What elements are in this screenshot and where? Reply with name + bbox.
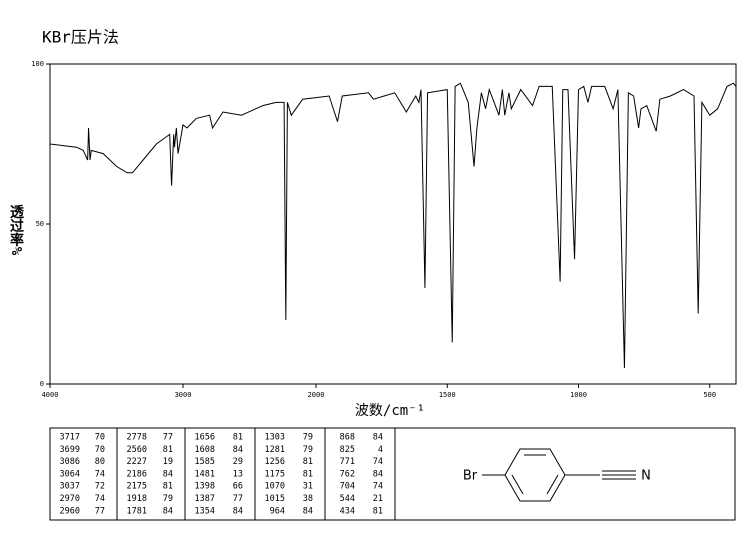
atom-label: Br — [463, 469, 478, 484]
peak-transmittance: 74 — [95, 494, 105, 504]
peak-transmittance: 79 — [163, 494, 173, 504]
peak-transmittance: 29 — [233, 457, 243, 467]
peak-transmittance: 84 — [233, 445, 243, 455]
peak-transmittance: 31 — [303, 482, 313, 492]
peak-transmittance: 74 — [95, 469, 105, 479]
peak-transmittance: 84 — [163, 506, 173, 516]
peak-wavenumber: 1781 — [127, 506, 147, 516]
peak-wavenumber: 544 — [340, 494, 355, 504]
peak-wavenumber: 1398 — [195, 482, 215, 492]
peak-transmittance: 81 — [163, 445, 173, 455]
peak-wavenumber: 3086 — [60, 457, 80, 467]
peak-wavenumber: 704 — [340, 482, 355, 492]
peak-transmittance: 70 — [95, 433, 105, 443]
y-tick-label: 0 — [40, 380, 44, 388]
peak-transmittance: 81 — [303, 457, 313, 467]
x-tick-label: 2000 — [308, 391, 325, 399]
peak-wavenumber: 1175 — [265, 469, 285, 479]
peak-transmittance: 84 — [163, 469, 173, 479]
peak-wavenumber: 2970 — [60, 494, 80, 504]
peak-transmittance: 81 — [373, 506, 383, 516]
structure — [482, 448, 636, 502]
peak-wavenumber: 434 — [340, 506, 355, 516]
peak-wavenumber: 3717 — [60, 433, 80, 443]
peak-transmittance: 84 — [373, 469, 383, 479]
x-axis-label: 波数/cm⁻¹ — [355, 403, 425, 419]
peak-transmittance: 81 — [303, 469, 313, 479]
peak-wavenumber: 2186 — [127, 469, 147, 479]
peak-wavenumber: 964 — [270, 506, 285, 516]
peak-wavenumber: 868 — [340, 433, 355, 443]
peak-wavenumber: 2175 — [127, 482, 147, 492]
peak-transmittance: 81 — [163, 482, 173, 492]
peak-transmittance: 13 — [233, 469, 243, 479]
plot-frame — [49, 63, 737, 385]
peak-transmittance: 84 — [303, 506, 313, 516]
benzene-ring — [504, 448, 566, 502]
double-bond — [511, 474, 524, 495]
peak-transmittance: 79 — [303, 433, 313, 443]
peak-wavenumber: 1481 — [195, 469, 215, 479]
x-tick-label: 500 — [703, 391, 716, 399]
chart-title: KBr压片法 — [42, 28, 119, 47]
x-tick-label: 1500 — [439, 391, 456, 399]
atom-label: N — [641, 469, 651, 484]
peak-wavenumber: 1608 — [195, 445, 215, 455]
double-bond — [546, 474, 559, 495]
y-axis-label: 透过率% — [8, 205, 24, 256]
y-tick-label: 50 — [36, 220, 44, 228]
peak-transmittance: 72 — [95, 482, 105, 492]
peak-transmittance: 81 — [233, 433, 243, 443]
peak-wavenumber: 1256 — [265, 457, 285, 467]
x-tick-label: 3000 — [175, 391, 192, 399]
peak-table-frame — [49, 427, 736, 521]
x-tick-label: 1000 — [570, 391, 587, 399]
peak-wavenumber: 2778 — [127, 433, 147, 443]
peak-transmittance: 84 — [233, 506, 243, 516]
peak-transmittance: 38 — [303, 494, 313, 504]
peak-transmittance: 66 — [233, 482, 243, 492]
peak-transmittance: 74 — [373, 482, 383, 492]
peak-wavenumber: 1070 — [265, 482, 285, 492]
peak-wavenumber: 1015 — [265, 494, 285, 504]
peak-wavenumber: 3037 — [60, 482, 80, 492]
peak-wavenumber: 3064 — [60, 469, 80, 479]
peak-transmittance: 80 — [95, 457, 105, 467]
peak-wavenumber: 3699 — [60, 445, 80, 455]
x-tick-label: 4000 — [42, 391, 59, 399]
peak-transmittance: 84 — [373, 433, 383, 443]
peak-wavenumber: 1585 — [195, 457, 215, 467]
peak-transmittance: 77 — [163, 433, 173, 443]
peak-transmittance: 70 — [95, 445, 105, 455]
peak-wavenumber: 2960 — [60, 506, 80, 516]
peak-wavenumber: 825 — [340, 445, 355, 455]
spectrum-line — [49, 82, 737, 369]
peak-wavenumber: 2560 — [127, 445, 147, 455]
peak-wavenumber: 2227 — [127, 457, 147, 467]
peak-wavenumber: 1303 — [265, 433, 285, 443]
y-tick-label: 100 — [31, 60, 44, 68]
peak-wavenumber: 762 — [340, 469, 355, 479]
peak-transmittance: 4 — [378, 445, 383, 455]
peak-transmittance: 21 — [373, 494, 383, 504]
peak-transmittance: 77 — [95, 506, 105, 516]
peak-transmittance: 77 — [233, 494, 243, 504]
peak-wavenumber: 1281 — [265, 445, 285, 455]
peak-wavenumber: 1918 — [127, 494, 147, 504]
peak-wavenumber: 771 — [340, 457, 355, 467]
peak-wavenumber: 1387 — [195, 494, 215, 504]
peak-wavenumber: 1656 — [195, 433, 215, 443]
peak-transmittance: 19 — [163, 457, 173, 467]
peak-transmittance: 79 — [303, 445, 313, 455]
peak-transmittance: 74 — [373, 457, 383, 467]
peak-wavenumber: 1354 — [195, 506, 215, 516]
